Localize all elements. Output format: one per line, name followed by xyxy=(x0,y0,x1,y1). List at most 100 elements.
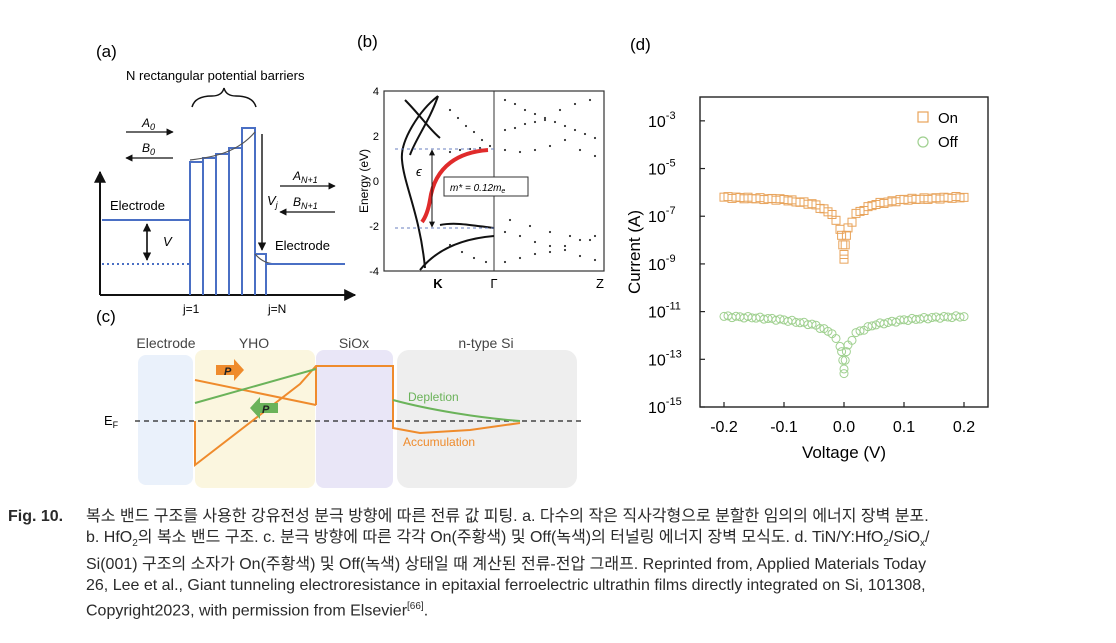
panel-d-label: (d) xyxy=(630,35,651,54)
red-complex-band xyxy=(420,148,489,224)
d-ytick-label: 10-15 xyxy=(648,396,682,417)
d-ylabel: Current (A) xyxy=(625,210,644,294)
data-point-on xyxy=(959,192,969,202)
bn1-label: BN+1 xyxy=(293,195,318,211)
an1-label: AN+1 xyxy=(292,169,318,185)
region-yho: YHO xyxy=(239,335,269,351)
data-point-off xyxy=(959,312,969,322)
data-point-on xyxy=(840,240,850,250)
panel-b: (b) Energy (eV) 4 2 0 -2 -4 K Γ Z xyxy=(357,32,605,291)
d-xtick-label: -0.2 xyxy=(710,419,738,436)
data-point-off xyxy=(839,369,849,379)
data-point-off xyxy=(867,321,877,331)
b-ytick-2: 2 xyxy=(373,131,379,143)
b-xtick-gamma: Γ xyxy=(490,276,497,291)
caption-line-1: 복소 밴드 구조를 사용한 강유전성 분극 방향에 따른 전류 값 피팅. a.… xyxy=(86,508,929,525)
p-label-off: P xyxy=(262,404,270,416)
region-electrode: Electrode xyxy=(136,335,195,351)
v-label: V xyxy=(163,234,173,249)
region-si: n-type Si xyxy=(458,335,513,351)
mass-label: m* = 0.12me xyxy=(450,183,505,195)
data-point-off xyxy=(807,319,817,329)
data-point-off xyxy=(955,312,965,322)
figure-caption: Fig. 10. 복소 밴드 구조를 사용한 강유전성 분극 방향에 따른 전류 … xyxy=(8,506,1108,622)
d-series xyxy=(719,192,969,379)
electrode-right-label: Electrode xyxy=(275,238,330,253)
caption-line-4: 26, Lee et al., Giant tunneling electror… xyxy=(86,577,926,595)
potential-curve xyxy=(189,131,256,161)
off-barrier xyxy=(194,368,317,404)
ef-label: EF xyxy=(104,413,119,430)
accumulation-label: Accumulation xyxy=(403,435,475,449)
complex-bands xyxy=(400,95,495,271)
data-point-off xyxy=(847,335,857,345)
legend-off-marker xyxy=(917,136,929,148)
data-point-off xyxy=(815,323,825,333)
panel-b-label: (b) xyxy=(357,32,378,51)
si-region xyxy=(397,350,577,488)
caption-line-3: Si(001) 구조의 소자가 On(주황색) 및 Off(녹색) 상태일 때 … xyxy=(86,556,927,574)
caption-label: Fig. 10. xyxy=(8,508,64,525)
legend-on-label: On xyxy=(938,110,958,127)
series-off xyxy=(719,311,969,379)
panel-a: (a) N rectangular potential barriers V V… xyxy=(94,42,357,316)
electrode-region xyxy=(138,355,193,485)
electrode-left-label: Electrode xyxy=(110,198,165,213)
d-xlabel: Voltage (V) xyxy=(802,443,886,462)
j1-label: j=1 xyxy=(182,302,200,316)
data-point-on xyxy=(847,217,857,227)
on-barrier-slope xyxy=(194,379,317,406)
d-ytick-label: 10-9 xyxy=(648,253,676,274)
b0-label: B0 xyxy=(142,141,155,157)
depletion-label: Depletion xyxy=(408,390,459,404)
data-point-off xyxy=(839,364,849,374)
d-ytick-label: 10-7 xyxy=(648,205,676,226)
caption-line-2: b. HfO2의 복소 밴드 구조. c. 분극 방향에 따른 각각 On(주황… xyxy=(86,529,930,550)
data-point-off xyxy=(837,347,847,357)
data-point-on xyxy=(838,240,848,250)
d-ytick-label: 10-5 xyxy=(648,158,676,179)
vj-label: Vj xyxy=(267,193,279,210)
barriers-title: N rectangular potential barriers xyxy=(126,68,305,83)
p-arrow-left-icon xyxy=(250,397,278,419)
figure-canvas: (a) N rectangular potential barriers V V… xyxy=(94,32,989,488)
real-band-dots xyxy=(448,98,597,264)
depletion-curve xyxy=(392,399,521,422)
b-ylabel: Energy (eV) xyxy=(357,149,371,213)
jn-label: j=N xyxy=(267,302,286,316)
data-point-off xyxy=(840,355,850,365)
d-ytick-label: 10-11 xyxy=(648,301,681,322)
data-point-on xyxy=(831,215,841,225)
d-xtick-label: 0.0 xyxy=(833,419,855,436)
caption-line-5: Copyright2023, with permission from Else… xyxy=(86,601,429,620)
d-xtick-label: 0.1 xyxy=(893,419,915,436)
data-point-off xyxy=(879,319,889,329)
potential-tail xyxy=(254,253,281,265)
d-xtick-labels: -0.2 -0.1 0.0 0.1 0.2 xyxy=(710,402,975,436)
on-barrier xyxy=(194,365,521,468)
d-ytick-label: 10-13 xyxy=(648,348,682,369)
series-on xyxy=(719,192,969,264)
barrier-rects xyxy=(189,127,267,295)
a0-label: A0 xyxy=(141,116,155,132)
d-xtick-label: -0.1 xyxy=(770,419,798,436)
data-point-on xyxy=(841,230,851,240)
mass-box xyxy=(443,176,529,197)
data-point-off xyxy=(831,333,841,343)
legend-on-marker xyxy=(917,111,929,123)
panel-c: (c) Electrode YHO SiOx n-type Si EF Depl… xyxy=(96,307,585,488)
data-point-off xyxy=(855,326,865,336)
data-point-on xyxy=(837,230,847,240)
d-xtick-label: 0.2 xyxy=(953,419,975,436)
b-ytick-4: 4 xyxy=(373,86,379,98)
data-point-off xyxy=(775,314,785,324)
d-ytick-labels: 10-3 10-5 10-7 10-9 10-11 10-13 10-15 xyxy=(648,110,705,417)
b-xtick-z: Z xyxy=(596,276,604,291)
b-ytick-m2: -2 xyxy=(369,221,379,233)
data-point-on xyxy=(839,249,849,259)
data-point-off xyxy=(851,328,861,338)
b-xtick-k: K xyxy=(433,276,443,291)
siox-region xyxy=(316,350,393,488)
data-point-on xyxy=(839,254,849,264)
panel-c-label: (c) xyxy=(96,307,116,326)
